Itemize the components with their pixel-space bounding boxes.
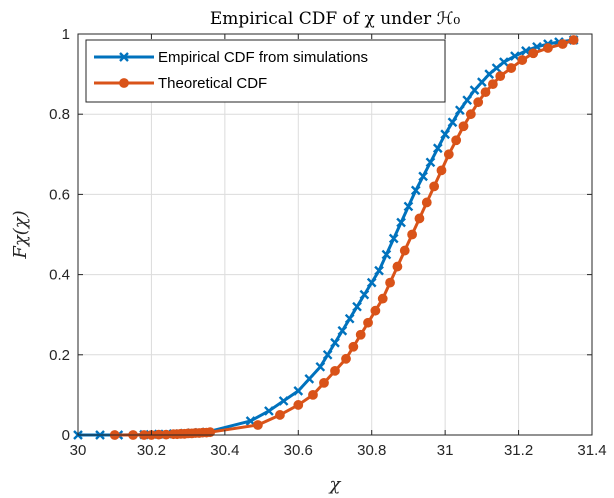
data-point-x-marker — [315, 361, 326, 372]
data-point-circle-marker — [293, 400, 304, 410]
x-tick-label: 30.4 — [210, 442, 239, 459]
data-point-x-marker — [477, 77, 487, 87]
data-point-circle-marker — [465, 109, 476, 120]
data-point-circle-marker — [543, 43, 553, 53]
data-point-x-marker — [432, 143, 443, 154]
data-point-circle-marker — [528, 48, 539, 59]
data-point-x-marker — [374, 265, 384, 276]
data-point-circle-marker — [436, 165, 447, 176]
data-point-circle-marker — [341, 353, 351, 364]
data-point-x-marker — [469, 85, 480, 95]
data-point-circle-marker — [557, 39, 568, 49]
data-point-circle-marker — [517, 55, 528, 65]
data-point-x-marker — [388, 233, 399, 244]
data-point-x-marker — [304, 374, 315, 384]
data-point-circle-marker — [399, 245, 410, 256]
data-point-x-marker — [366, 277, 377, 288]
legend-label: Empirical CDF from simulations — [158, 49, 368, 66]
data-point-circle-marker — [421, 197, 432, 208]
data-point-circle-marker — [458, 121, 469, 132]
data-point-circle-marker — [275, 410, 285, 420]
data-point-x-marker — [264, 406, 274, 416]
y-tick-label: 1 — [62, 26, 70, 43]
data-point-x-marker — [359, 289, 370, 300]
x-tick-label: 31 — [437, 442, 454, 459]
axes-box — [77, 33, 593, 436]
data-point-circle-marker — [392, 261, 403, 272]
data-point-x-marker — [484, 69, 495, 79]
series-theoretical — [109, 35, 579, 440]
data-point-circle-marker — [385, 277, 395, 288]
data-point-x-marker — [425, 157, 436, 168]
data-point-circle-marker — [473, 97, 484, 108]
x-tick-label: 30 — [70, 442, 87, 459]
data-point-x-marker — [293, 386, 304, 396]
data-point-x-marker — [499, 57, 509, 67]
data-point-x-marker — [381, 249, 392, 260]
data-point-x-marker — [322, 349, 333, 360]
data-point-circle-marker — [506, 63, 517, 73]
y-axis-label: Fχ(χ) — [10, 210, 31, 259]
x-axis-label: χ — [328, 474, 342, 495]
data-point-x-marker — [278, 396, 289, 406]
x-tick-label: 31.2 — [504, 442, 533, 459]
y-tick-label: 0 — [62, 427, 70, 444]
data-point-circle-marker — [495, 71, 506, 82]
legend-item: Empirical CDF from simulations — [94, 49, 368, 66]
data-point-circle-marker — [377, 293, 388, 304]
data-point-circle-marker — [414, 213, 425, 224]
data-point-x-marker — [491, 63, 502, 73]
data-point-x-marker — [396, 217, 406, 228]
data-point-circle-marker — [568, 35, 579, 45]
y-tick-label: 0.6 — [49, 186, 70, 203]
data-point-x-marker — [462, 95, 473, 106]
data-point-x-marker — [440, 129, 450, 140]
data-point-x-marker — [454, 105, 465, 116]
ticks: 30 30.2 30.4 30.6 30.8 31 31.2 31.4 0 0.2 0.4 0.6 0.… — [49, 26, 606, 459]
legend: Empirical CDF from simulations Theoretica… — [85, 39, 446, 103]
data-point-circle-marker — [319, 377, 329, 388]
data-point-circle-marker — [253, 420, 263, 430]
data-point-circle-marker — [119, 78, 129, 88]
x-tick-label: 30.2 — [137, 442, 166, 459]
y-tick-label: 0.8 — [49, 106, 70, 123]
data-point-circle-marker — [451, 135, 462, 146]
data-point-x-marker — [352, 301, 362, 312]
data-point-x-marker — [330, 337, 340, 348]
data-point-x-marker — [337, 325, 348, 336]
data-point-circle-marker — [429, 181, 440, 192]
y-tick-label: 0.2 — [49, 347, 70, 364]
data-point-circle-marker — [355, 329, 366, 340]
data-point-circle-marker — [443, 149, 454, 160]
data-point-circle-marker — [348, 341, 359, 352]
x-tick-label: 31.4 — [577, 442, 606, 459]
data-point-circle-marker — [330, 365, 340, 376]
data-point-circle-marker — [370, 305, 381, 316]
data-point-circle-marker — [480, 87, 491, 98]
data-point-circle-marker — [308, 390, 318, 400]
data-point-x-marker — [403, 201, 414, 212]
legend-box — [85, 39, 446, 103]
data-point-circle-marker — [487, 79, 498, 90]
legend-item: Theoretical CDF — [94, 75, 267, 92]
data-point-circle-marker — [205, 427, 216, 438]
data-point-x-marker — [410, 185, 421, 196]
x-tick-label: 30.8 — [357, 442, 386, 459]
data-point-x-marker — [418, 171, 428, 182]
data-point-circle-marker — [363, 317, 373, 328]
data-point-x-marker — [119, 52, 129, 62]
legend-label: Theoretical CDF — [158, 75, 267, 92]
y-tick-label: 0.4 — [49, 267, 70, 284]
data-point-x-marker — [447, 117, 458, 128]
chart-title: Empirical CDF of χ under ℋ₀ — [210, 9, 461, 29]
x-tick-label: 30.6 — [284, 442, 313, 459]
data-point-x-marker — [344, 313, 355, 324]
data-point-circle-marker — [407, 229, 418, 240]
